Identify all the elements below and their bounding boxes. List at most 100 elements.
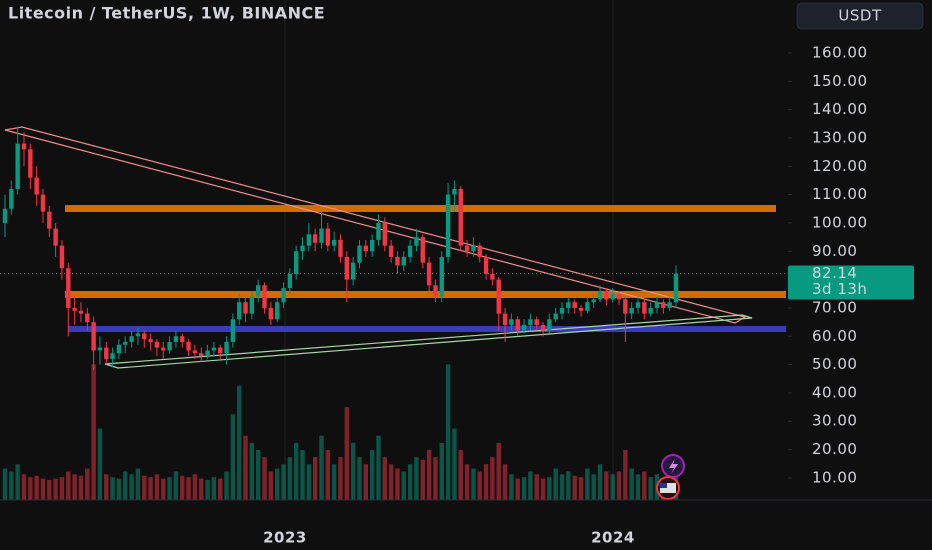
candle-body bbox=[116, 344, 122, 354]
volume-bar bbox=[559, 474, 565, 500]
volume-bar bbox=[167, 477, 172, 500]
volume-layer bbox=[2, 364, 679, 500]
candle-body bbox=[110, 353, 115, 359]
volume-bar bbox=[28, 477, 33, 500]
candle-body bbox=[180, 336, 185, 342]
volume-bar bbox=[135, 468, 141, 500]
candle-body bbox=[667, 302, 672, 308]
volume-bar bbox=[211, 477, 217, 500]
candle-body bbox=[445, 194, 451, 257]
volume-bar bbox=[363, 464, 369, 500]
candle-body bbox=[369, 239, 375, 252]
currency-label: USDT bbox=[838, 7, 882, 25]
candle-body bbox=[458, 188, 463, 246]
volume-bar bbox=[53, 478, 58, 500]
volume-bar bbox=[104, 474, 109, 500]
candle-body bbox=[192, 350, 198, 354]
volume-bar bbox=[610, 474, 615, 500]
candle-body bbox=[312, 234, 318, 243]
candle-body bbox=[135, 333, 141, 337]
candle-body bbox=[224, 341, 229, 354]
time-label: 2023 bbox=[263, 529, 307, 547]
volume-bar bbox=[648, 477, 653, 500]
candle-body bbox=[142, 333, 147, 340]
support-zone bbox=[68, 326, 786, 332]
chart-title: Litecoin / TetherUS, 1W, BINANCE bbox=[8, 4, 325, 23]
candle-body bbox=[331, 239, 337, 246]
price-axis: 10.00 20.00 30.00 40.00 50.00 60.00 70.00 90.00… bbox=[788, 43, 867, 486]
volume-bar bbox=[306, 464, 312, 500]
candle-layer bbox=[2, 126, 679, 371]
volume-bar bbox=[274, 468, 280, 500]
volume-bar bbox=[281, 464, 286, 500]
candle-body bbox=[515, 319, 520, 331]
volume-bar bbox=[591, 474, 596, 500]
currency-button[interactable] bbox=[796, 2, 924, 30]
volume-bar bbox=[496, 442, 501, 500]
candle-body bbox=[471, 245, 476, 252]
candle-body bbox=[21, 143, 27, 150]
candle-body bbox=[597, 290, 603, 300]
volume-bar bbox=[616, 471, 622, 500]
volume-bar bbox=[300, 450, 305, 500]
candle-body bbox=[325, 228, 331, 246]
candle-body bbox=[629, 307, 634, 314]
trend-channel-lower bbox=[104, 314, 753, 369]
candle-body bbox=[211, 347, 217, 351]
volume-bar bbox=[395, 468, 400, 500]
candle-body bbox=[661, 302, 666, 308]
volume-bar bbox=[420, 460, 425, 500]
candle-body bbox=[186, 341, 191, 351]
candle-body bbox=[53, 228, 58, 246]
candle-body bbox=[616, 293, 622, 300]
candle-body bbox=[66, 268, 71, 308]
volume-bar bbox=[243, 435, 248, 500]
candle-body bbox=[572, 302, 577, 308]
volume-bar bbox=[110, 477, 115, 500]
volume-bar bbox=[161, 478, 166, 500]
lightning-icon bbox=[669, 459, 678, 474]
volume-bar bbox=[205, 480, 210, 500]
candle-body bbox=[464, 245, 470, 252]
volume-bar bbox=[47, 480, 52, 500]
volume-bar bbox=[388, 464, 394, 500]
candle-body bbox=[388, 245, 394, 257]
candle-body bbox=[344, 256, 350, 280]
time-label: 2024 bbox=[591, 529, 635, 547]
volume-bar bbox=[534, 474, 539, 500]
candle-body bbox=[566, 302, 571, 308]
volume-bar bbox=[199, 478, 204, 500]
candle-body bbox=[287, 273, 293, 289]
volume-bar bbox=[59, 477, 65, 500]
candle-body bbox=[673, 273, 679, 303]
y-tick-label: 40.00 bbox=[812, 383, 857, 401]
candle-body bbox=[623, 299, 628, 314]
volume-bar bbox=[249, 442, 255, 500]
volume-bar bbox=[521, 477, 527, 500]
volume-bar bbox=[237, 385, 242, 500]
candle-body bbox=[534, 319, 539, 325]
candle-body bbox=[439, 256, 444, 297]
y-tick-label: 90.00 bbox=[812, 242, 857, 260]
volume-bar bbox=[483, 464, 489, 500]
candle-body bbox=[483, 256, 489, 274]
candle-body bbox=[161, 347, 166, 351]
volume-bar bbox=[224, 471, 229, 500]
candle-body bbox=[642, 302, 647, 314]
volume-bar bbox=[338, 457, 343, 500]
volume-bar bbox=[369, 450, 375, 500]
volume-bar bbox=[426, 450, 432, 500]
volume-bar bbox=[116, 478, 122, 500]
volume-bar bbox=[471, 468, 476, 500]
volume-bar bbox=[123, 471, 128, 500]
candle-body bbox=[635, 302, 641, 308]
volume-bar bbox=[439, 442, 444, 500]
candle-body bbox=[521, 324, 527, 331]
candle-body bbox=[502, 313, 508, 325]
candle-body bbox=[540, 324, 546, 331]
volume-bar bbox=[40, 478, 46, 500]
volume-bar bbox=[66, 471, 71, 500]
